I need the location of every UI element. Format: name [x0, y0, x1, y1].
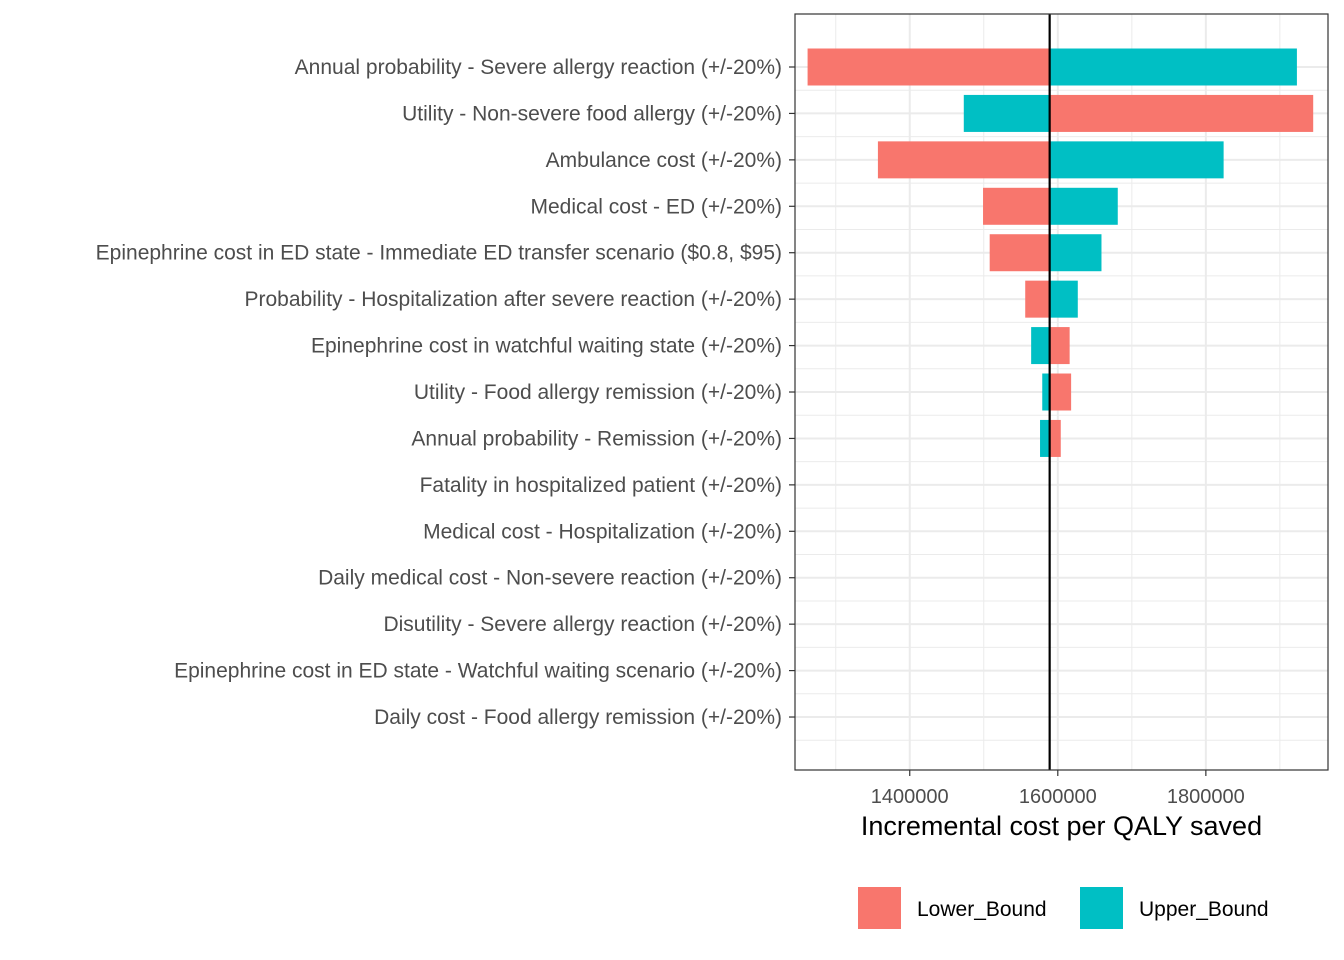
y-tick-label: Annual probability - Remission (+/-20%): [411, 427, 782, 450]
x-tick-label: 1800000: [1167, 786, 1245, 808]
legend-label: Lower_Bound: [917, 898, 1047, 921]
x-tick-label: 1600000: [1019, 786, 1097, 808]
x-tick-label: 1400000: [871, 786, 949, 808]
legend: Lower_Bound Upper_Bound: [858, 887, 1269, 929]
bar-upper-bound: [1049, 141, 1224, 179]
legend-key-upper-bound: [1080, 887, 1123, 929]
y-tick-label: Daily medical cost - Non-severe reaction…: [318, 567, 782, 590]
bar-lower-bound: [877, 141, 1050, 179]
y-axis: Annual probability - Severe allergy reac…: [96, 56, 795, 729]
y-tick-label: Probability - Hospitalization after seve…: [245, 288, 783, 311]
bar-lower-bound: [1049, 327, 1070, 365]
bar-lower-bound: [807, 48, 1050, 86]
bar-lower-bound: [1049, 373, 1072, 411]
y-tick-label: Medical cost - ED (+/-20%): [531, 195, 783, 218]
bar-upper-bound: [1049, 280, 1078, 318]
bar-lower-bound: [1049, 419, 1061, 457]
x-axis: 1400000 1600000 1800000: [871, 770, 1245, 808]
bar-lower-bound: [1025, 280, 1050, 318]
bar-upper-bound: [1049, 187, 1118, 225]
bar-upper-bound: [1042, 373, 1050, 411]
y-tick-label: Utility - Non-severe food allergy (+/-20…: [402, 102, 782, 125]
y-tick-label: Epinephrine cost in ED state - Watchful …: [174, 660, 782, 683]
bar-lower-bound: [989, 234, 1050, 272]
bar-lower-bound: [983, 187, 1050, 225]
y-tick-label: Fatality in hospitalized patient (+/-20%…: [420, 474, 782, 497]
bar-upper-bound: [1031, 327, 1050, 365]
y-tick-label: Epinephrine cost in watchful waiting sta…: [311, 335, 782, 358]
x-axis-title: Incremental cost per QALY saved: [861, 811, 1262, 841]
bar-upper-bound: [963, 94, 1050, 132]
legend-label: Upper_Bound: [1139, 898, 1269, 921]
y-tick-label: Medical cost - Hospitalization (+/-20%): [423, 520, 782, 543]
y-tick-label: Utility - Food allergy remission (+/-20%…: [414, 381, 782, 404]
y-tick-label: Daily cost - Food allergy remission (+/-…: [374, 706, 782, 729]
bar-lower-bound: [1049, 94, 1314, 132]
y-tick-label: Disutility - Severe allergy reaction (+/…: [383, 613, 782, 636]
bar-upper-bound: [1049, 234, 1102, 272]
bar-upper-bound: [1040, 419, 1050, 457]
bar-upper-bound: [1049, 48, 1297, 86]
bars: [807, 48, 1314, 457]
legend-key-lower-bound: [858, 887, 901, 929]
y-tick-label: Epinephrine cost in ED state - Immediate…: [96, 242, 782, 265]
y-tick-label: Ambulance cost (+/-20%): [546, 149, 782, 172]
y-tick-label: Annual probability - Severe allergy reac…: [295, 56, 782, 79]
